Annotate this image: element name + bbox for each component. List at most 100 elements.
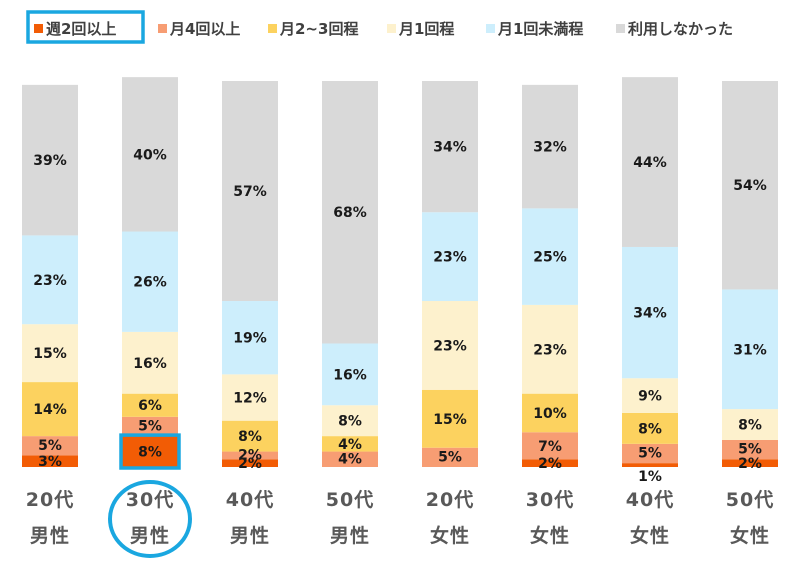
data-label: 1%: [638, 469, 662, 485]
legend-label: 月1回未満程: [497, 20, 583, 38]
data-label: 10%: [533, 406, 567, 422]
bar-segment: [222, 451, 278, 460]
bar-segment: [522, 432, 578, 460]
category-label: 女性: [730, 524, 770, 547]
data-label: 16%: [333, 367, 367, 383]
legend-label: 週2回以上: [46, 20, 116, 38]
category-label: 50代: [326, 489, 374, 511]
bar-segment: [22, 382, 78, 437]
data-label: 4%: [338, 451, 362, 467]
bar-segment: [622, 246, 678, 379]
data-label: 34%: [433, 140, 467, 156]
data-label: 12%: [233, 391, 267, 407]
bar-segment: [222, 374, 278, 421]
data-label: 15%: [433, 412, 467, 428]
legend-swatch: [268, 24, 277, 33]
bar-segment: [522, 393, 578, 433]
data-label: 23%: [33, 273, 67, 289]
bar-segment: [222, 459, 278, 467]
data-label: 31%: [733, 342, 767, 358]
category-label: 女性: [530, 524, 570, 547]
data-label: 5%: [438, 449, 462, 465]
data-label: 16%: [133, 356, 167, 372]
bar-segment: [122, 331, 178, 394]
category-label: 女性: [630, 524, 670, 547]
data-label: 32%: [533, 140, 567, 156]
data-label: 8%: [738, 418, 762, 434]
legend-highlight-box: [26, 10, 145, 44]
bar-segment: [322, 81, 378, 344]
data-label: 2%: [238, 456, 262, 472]
bar-segment: [422, 301, 478, 390]
category-label: 男性: [30, 524, 70, 547]
data-label: 8%: [138, 445, 162, 461]
data-label: 2%: [538, 456, 562, 472]
data-label: 57%: [233, 184, 267, 200]
data-label: 14%: [33, 402, 67, 418]
bar-segment: [722, 459, 778, 467]
bar-segment: [422, 81, 478, 213]
bar-segment: [622, 378, 678, 413]
bar-segment: [422, 389, 478, 448]
highlight-marks: [26, 10, 192, 558]
category-label: 40代: [226, 489, 274, 511]
bar-segment: [422, 447, 478, 467]
category-label: 30代: [126, 489, 174, 511]
data-label: 19%: [233, 331, 267, 347]
bar-segment: [722, 289, 778, 410]
category-label: 50代: [726, 489, 774, 511]
bar-segment: [322, 343, 378, 406]
data-label: 23%: [433, 338, 467, 354]
bar-segment: [22, 84, 78, 236]
data-label: 68%: [333, 205, 367, 221]
bar-segment: [322, 436, 378, 452]
bar-segment: [522, 304, 578, 394]
category-label: 30代: [526, 489, 574, 511]
bar-segment: [422, 212, 478, 302]
data-label: 5%: [638, 446, 662, 462]
bar-segment: [722, 81, 778, 290]
bar-segment: [522, 84, 578, 209]
bar-segment: [622, 443, 678, 464]
bar-segment: [122, 231, 178, 332]
bar-segment: [722, 439, 778, 460]
bar-segment: [22, 455, 78, 467]
chart-bars: [22, 77, 778, 467]
data-label: 3%: [38, 454, 62, 470]
bar-segment: [522, 208, 578, 305]
legend-label: 月2~3回程: [279, 20, 358, 38]
bar-segment: [222, 420, 278, 452]
bar-segment: [322, 405, 378, 437]
segment-highlight-box: [119, 433, 181, 470]
category-highlight-circle: [108, 480, 192, 558]
bar-segment: [322, 451, 378, 467]
data-label: 44%: [633, 155, 667, 171]
bar-segment: [722, 409, 778, 440]
data-label: 7%: [538, 439, 562, 455]
bar-segment: [222, 301, 278, 375]
legend-swatch: [486, 24, 495, 33]
data-label: 54%: [733, 178, 767, 194]
data-label: 40%: [133, 147, 167, 163]
data-label: 26%: [133, 275, 167, 291]
legend-label: 利用しなかった: [628, 20, 733, 38]
data-label: 6%: [138, 398, 162, 414]
data-label: 8%: [638, 421, 662, 437]
bar-segment: [22, 436, 78, 456]
data-labels: 3%5%14%15%23%39%8%5%6%16%26%40%2%2%8%12%…: [33, 140, 767, 485]
bar-segment: [222, 81, 278, 302]
data-label: 9%: [638, 389, 662, 405]
data-label: 25%: [533, 250, 567, 266]
bar-segment: [22, 235, 78, 325]
legend-swatch: [34, 24, 43, 33]
data-label: 8%: [338, 414, 362, 430]
data-label: 15%: [33, 346, 67, 362]
bar-segment: [122, 436, 178, 467]
data-label: 23%: [433, 250, 467, 266]
category-label: 20代: [426, 489, 474, 511]
chart-legend: 週2回以上 月4回以上 月2~3回程 月1回程 月1回未満程 利用しなかった: [34, 20, 733, 38]
category-label: 男性: [230, 524, 270, 547]
bar-segment: [622, 463, 678, 467]
data-label: 5%: [38, 438, 62, 454]
